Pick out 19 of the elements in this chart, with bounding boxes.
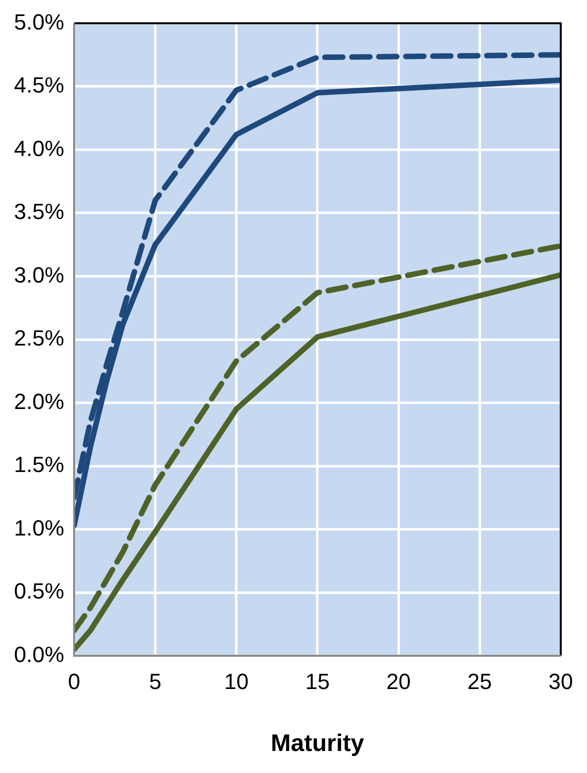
x-tick-label: 20 xyxy=(386,669,411,694)
y-tick-label: 3.5% xyxy=(14,199,64,224)
x-axis-title: Maturity xyxy=(270,730,365,758)
y-tick-label: 4.5% xyxy=(14,72,64,98)
x-tick-label: 5 xyxy=(149,669,162,694)
y-tick-label: 4.0% xyxy=(14,136,64,161)
x-tick-label: 15 xyxy=(305,669,330,694)
y-tick-label: 1.0% xyxy=(14,515,64,540)
y-tick-label: 1.5% xyxy=(14,452,64,478)
y-tick-label: 5.0% xyxy=(14,9,64,34)
x-tick-label: 30 xyxy=(548,669,574,694)
x-tick-label: 25 xyxy=(467,669,492,694)
y-tick-label: 3.0% xyxy=(14,262,64,288)
y-tick-label: 2.5% xyxy=(14,326,64,351)
x-tick-label: 0 xyxy=(68,669,80,694)
x-tick-label: 10 xyxy=(224,669,249,694)
y-tick-label: 2.0% xyxy=(14,388,64,414)
y-tick-label: 0.0% xyxy=(14,642,64,667)
y-tick-label: 0.5% xyxy=(14,578,64,604)
